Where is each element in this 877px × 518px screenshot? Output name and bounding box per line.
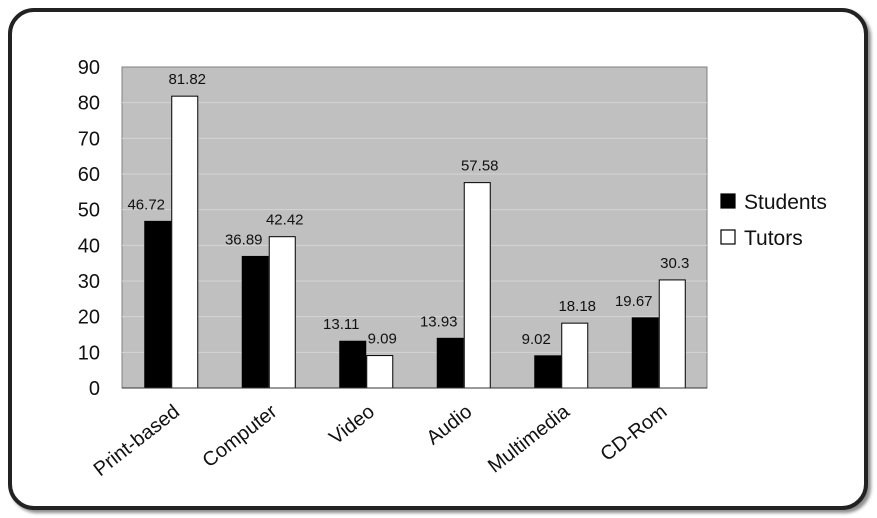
x-category-label: Multimedia xyxy=(484,400,574,477)
x-category-label: Print-based xyxy=(90,401,184,481)
bar-tutors xyxy=(171,95,199,389)
y-axis-ticks: 0 10 20 30 40 50 60 70 80 90 xyxy=(78,57,100,400)
bar-tutors xyxy=(561,322,589,389)
gridlines xyxy=(122,102,707,353)
legend-label-tutors: Tutors xyxy=(744,227,803,250)
data-label: 36.89 xyxy=(225,231,263,248)
y-tick-label: 0 xyxy=(89,378,100,400)
y-tick-label: 60 xyxy=(78,164,100,186)
legend-label-students: Students xyxy=(744,191,827,214)
y-tick-label: 70 xyxy=(78,128,100,150)
y-tick-label: 30 xyxy=(78,271,100,293)
y-tick-label: 40 xyxy=(78,235,100,257)
y-tick-label: 20 xyxy=(78,307,100,329)
data-label: 18.18 xyxy=(558,298,596,315)
bar-tutors xyxy=(366,355,394,389)
bar-students xyxy=(241,255,269,389)
data-label: 9.09 xyxy=(368,331,397,348)
bar-students xyxy=(436,337,464,389)
y-tick-label: 10 xyxy=(78,342,100,364)
data-label: 81.82 xyxy=(168,71,206,88)
legend-swatch-students xyxy=(720,193,736,209)
data-label: 9.02 xyxy=(522,331,551,348)
data-label: 42.42 xyxy=(266,212,304,229)
x-category-label: CD-Rom xyxy=(596,401,671,466)
data-label: 46.72 xyxy=(127,196,165,213)
legend: Students Tutors xyxy=(720,191,827,250)
y-tick-label: 50 xyxy=(78,200,100,222)
bar-students xyxy=(631,317,659,389)
x-category-label: Computer xyxy=(199,400,282,472)
bars xyxy=(144,95,686,389)
x-axis-labels: Print-based Computer Video Audio Multimedia C… xyxy=(90,400,672,481)
bar-students xyxy=(534,355,562,389)
bar-tutors xyxy=(268,236,296,389)
data-label: 13.11 xyxy=(323,316,359,333)
y-tick-label: 90 xyxy=(78,57,100,79)
bar-students xyxy=(144,220,172,389)
x-category-label: Video xyxy=(325,401,379,450)
y-tick-label: 80 xyxy=(78,93,100,115)
legend-swatch-tutors xyxy=(720,229,736,245)
x-category-label: Audio xyxy=(422,401,476,450)
plot-area xyxy=(121,66,708,389)
data-label: 13.93 xyxy=(420,313,458,330)
data-label: 19.67 xyxy=(615,293,653,310)
bar-tutors xyxy=(463,182,491,389)
data-label: 57.58 xyxy=(461,158,499,175)
bar-tutors xyxy=(658,279,686,389)
bar-students xyxy=(339,340,367,389)
data-label: 30.3 xyxy=(660,255,689,272)
